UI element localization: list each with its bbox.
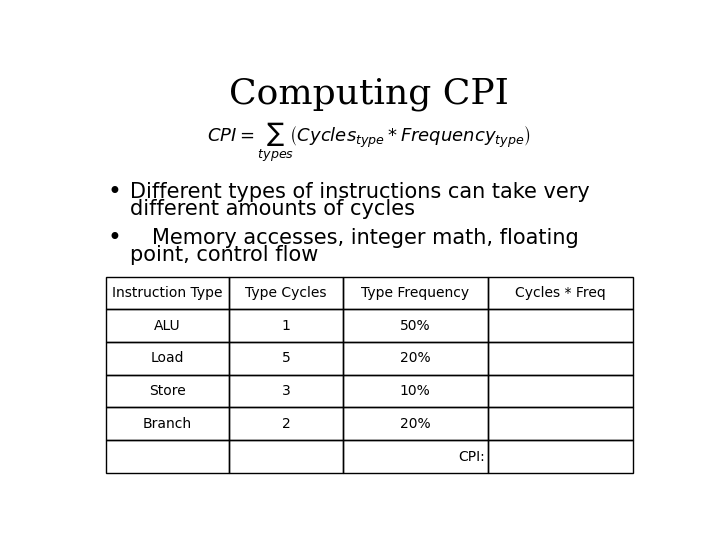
Text: Store: Store [149, 384, 186, 398]
Text: Different types of instructions can take very: Different types of instructions can take… [130, 182, 590, 202]
Text: Cycles * Freq: Cycles * Freq [515, 286, 606, 300]
Text: 2: 2 [282, 417, 290, 431]
Text: ALU: ALU [154, 319, 181, 333]
Text: Computing CPI: Computing CPI [229, 77, 509, 111]
Text: Memory accesses, integer math, floating: Memory accesses, integer math, floating [152, 228, 579, 248]
Text: •: • [107, 180, 121, 204]
Text: 20%: 20% [400, 417, 431, 431]
Text: 5: 5 [282, 352, 290, 366]
Text: Load: Load [150, 352, 184, 366]
Text: 1: 1 [282, 319, 290, 333]
Text: Type Frequency: Type Frequency [361, 286, 469, 300]
Text: point, control flow: point, control flow [130, 245, 319, 265]
Text: 10%: 10% [400, 384, 431, 398]
Text: Branch: Branch [143, 417, 192, 431]
Text: 3: 3 [282, 384, 290, 398]
Text: CPI:: CPI: [459, 449, 485, 463]
Text: •: • [107, 226, 121, 250]
Text: Instruction Type: Instruction Type [112, 286, 222, 300]
Text: $\mathit{CPI} = \sum_{\mathit{types}}\!\left(\mathit{Cycles}_{\mathit{type}} * \: $\mathit{CPI} = \sum_{\mathit{types}}\!\… [207, 120, 531, 164]
Text: 20%: 20% [400, 352, 431, 366]
Text: 50%: 50% [400, 319, 431, 333]
Text: Type Cycles: Type Cycles [246, 286, 327, 300]
Text: different amounts of cycles: different amounts of cycles [130, 199, 415, 219]
